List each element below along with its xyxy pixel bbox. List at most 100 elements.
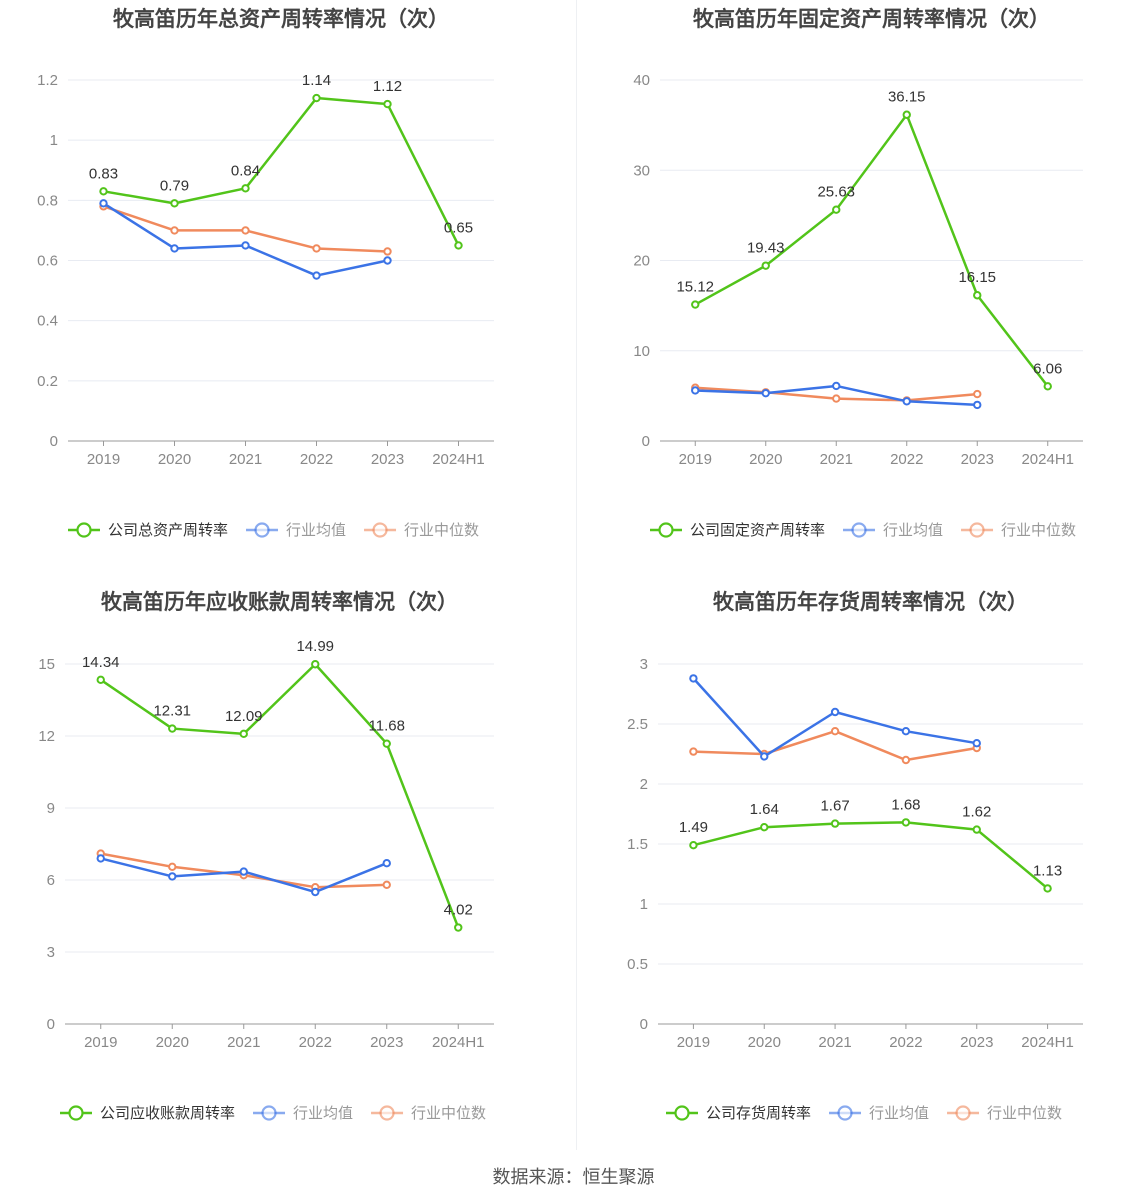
data-point-avg[interactable]	[239, 867, 248, 876]
chart-title: 牧高笛历年总资产周转率情况（次）	[113, 7, 449, 31]
legend-label: 行业均值	[293, 1105, 353, 1122]
data-point-company[interactable]	[761, 261, 770, 270]
legend-marker-icon	[379, 1105, 395, 1121]
data-point-avg[interactable]	[170, 244, 179, 253]
chart-svg: 牧高笛历年固定资产周转率情况（次） 0 10 20 30 40 2019 2020 2021 20…	[633, 7, 1083, 539]
legend-item-avg[interactable]: 行业均值	[246, 522, 346, 539]
data-point-company[interactable]	[830, 819, 840, 828]
y-tick-label: 0.4	[37, 313, 58, 330]
legend-item-avg[interactable]: 行业均值	[843, 522, 943, 539]
data-point-avg[interactable]	[99, 199, 108, 208]
legend-item-median[interactable]: 行业中位数	[961, 522, 1076, 539]
legend-label: 行业中位数	[411, 1105, 486, 1122]
data-label: 36.15	[888, 89, 926, 106]
data-point-avg[interactable]	[973, 400, 982, 410]
x-tick-label: 2024H1	[1021, 1034, 1074, 1051]
data-point-avg[interactable]	[96, 854, 105, 863]
legend-item-median[interactable]: 行业中位数	[947, 1105, 1062, 1122]
data-point-company[interactable]	[972, 825, 981, 834]
y-tick-label: 3	[640, 656, 648, 673]
data-label: 1.14	[302, 72, 331, 89]
data-point-median[interactable]	[170, 226, 179, 235]
data-point-median[interactable]	[312, 244, 321, 253]
data-point-avg[interactable]	[832, 381, 841, 391]
data-point-company[interactable]	[96, 675, 105, 685]
legend-item-company[interactable]: 公司总资产周转率	[68, 522, 228, 539]
data-point-avg[interactable]	[901, 727, 911, 736]
data-point-company[interactable]	[168, 724, 177, 733]
y-tick-label: 12	[38, 728, 55, 745]
y-tick-label: 0	[642, 433, 650, 450]
data-point-avg[interactable]	[312, 271, 321, 280]
data-point-company[interactable]	[1043, 382, 1052, 391]
data-point-avg[interactable]	[830, 707, 840, 717]
data-point-median[interactable]	[383, 247, 392, 256]
x-tick-label: 2022	[300, 451, 333, 468]
data-point-company[interactable]	[99, 187, 108, 196]
data-point-median[interactable]	[901, 755, 911, 765]
legend-item-company[interactable]: 公司固定资产周转率	[650, 522, 825, 539]
legend-item-company[interactable]: 公司存货周转率	[666, 1105, 811, 1122]
chart-panel-total-assets-turnover: 牧高笛历年总资产周转率情况（次） 0 0.2 0.4 0.6 0.8 1 1.2 2019 202…	[0, 0, 573, 583]
legend-marker-icon	[674, 1105, 690, 1121]
data-point-avg[interactable]	[311, 887, 320, 897]
data-point-company[interactable]	[383, 99, 392, 109]
data-point-median[interactable]	[382, 880, 391, 889]
legend-item-median[interactable]: 行业中位数	[371, 1105, 486, 1122]
x-tick-label: 2022	[890, 451, 923, 468]
chart-panel-receivables-turnover: 牧高笛历年应收账款周转率情况（次） 0 3 6 9 12 15 2019 2020 2021 202…	[0, 583, 573, 1166]
data-point-company[interactable]	[312, 93, 321, 103]
data-point-avg[interactable]	[761, 388, 770, 398]
data-point-avg[interactable]	[241, 241, 250, 250]
data-point-median[interactable]	[832, 394, 841, 403]
data-point-median[interactable]	[689, 747, 698, 756]
data-point-avg[interactable]	[382, 859, 391, 868]
data-point-company[interactable]	[239, 729, 248, 739]
legend-label: 行业均值	[286, 522, 346, 539]
legend-marker-icon	[851, 522, 867, 538]
legend-marker-icon	[68, 1105, 84, 1121]
data-point-company[interactable]	[901, 818, 911, 827]
legend-item-company[interactable]: 公司应收账款周转率	[60, 1104, 235, 1122]
y-tick-label: 20	[633, 253, 650, 270]
data-point-median[interactable]	[168, 862, 177, 871]
legend-item-median[interactable]: 行业中位数	[364, 522, 479, 539]
data-label: 14.34	[82, 654, 120, 671]
data-point-company[interactable]	[689, 841, 698, 850]
legend-label: 行业中位数	[1001, 522, 1076, 539]
data-point-company[interactable]	[1043, 884, 1052, 893]
data-point-company[interactable]	[902, 110, 911, 119]
data-label: 1.64	[750, 801, 779, 818]
data-point-company[interactable]	[691, 300, 700, 309]
legend-label: 行业中位数	[404, 522, 479, 539]
chart-panel-fixed-assets-turnover: 牧高笛历年固定资产周转率情况（次） 0 10 20 30 40 2019 2020 2021 20…	[577, 0, 1147, 583]
data-point-avg[interactable]	[383, 256, 392, 265]
series-line-avg	[102, 202, 388, 277]
data-point-avg[interactable]	[691, 386, 700, 395]
data-point-company[interactable]	[760, 823, 769, 832]
legend-marker-icon	[261, 1105, 277, 1121]
data-point-avg[interactable]	[972, 739, 981, 748]
data-point-avg[interactable]	[168, 872, 177, 881]
data-point-median[interactable]	[830, 727, 840, 736]
data-label: 16.15	[958, 269, 996, 286]
data-label: 15.12	[676, 279, 714, 296]
legend-label: 公司应收账款周转率	[100, 1104, 235, 1122]
data-point-company[interactable]	[311, 660, 320, 669]
data-point-company[interactable]	[454, 241, 463, 250]
data-point-company[interactable]	[832, 205, 841, 214]
data-point-company[interactable]	[973, 291, 982, 300]
data-point-company[interactable]	[454, 923, 463, 932]
data-point-company[interactable]	[382, 739, 391, 748]
legend-marker-icon	[955, 1105, 971, 1121]
data-label: 1.49	[679, 819, 708, 836]
data-point-company[interactable]	[170, 199, 179, 208]
data-point-company[interactable]	[241, 184, 250, 193]
data-point-avg[interactable]	[902, 397, 911, 406]
legend-item-avg[interactable]: 行业均值	[253, 1105, 353, 1122]
data-point-median[interactable]	[973, 389, 982, 399]
data-point-avg[interactable]	[689, 674, 698, 683]
data-point-median[interactable]	[241, 226, 250, 235]
data-point-avg[interactable]	[760, 752, 769, 761]
legend-item-avg[interactable]: 行业均值	[829, 1105, 929, 1122]
